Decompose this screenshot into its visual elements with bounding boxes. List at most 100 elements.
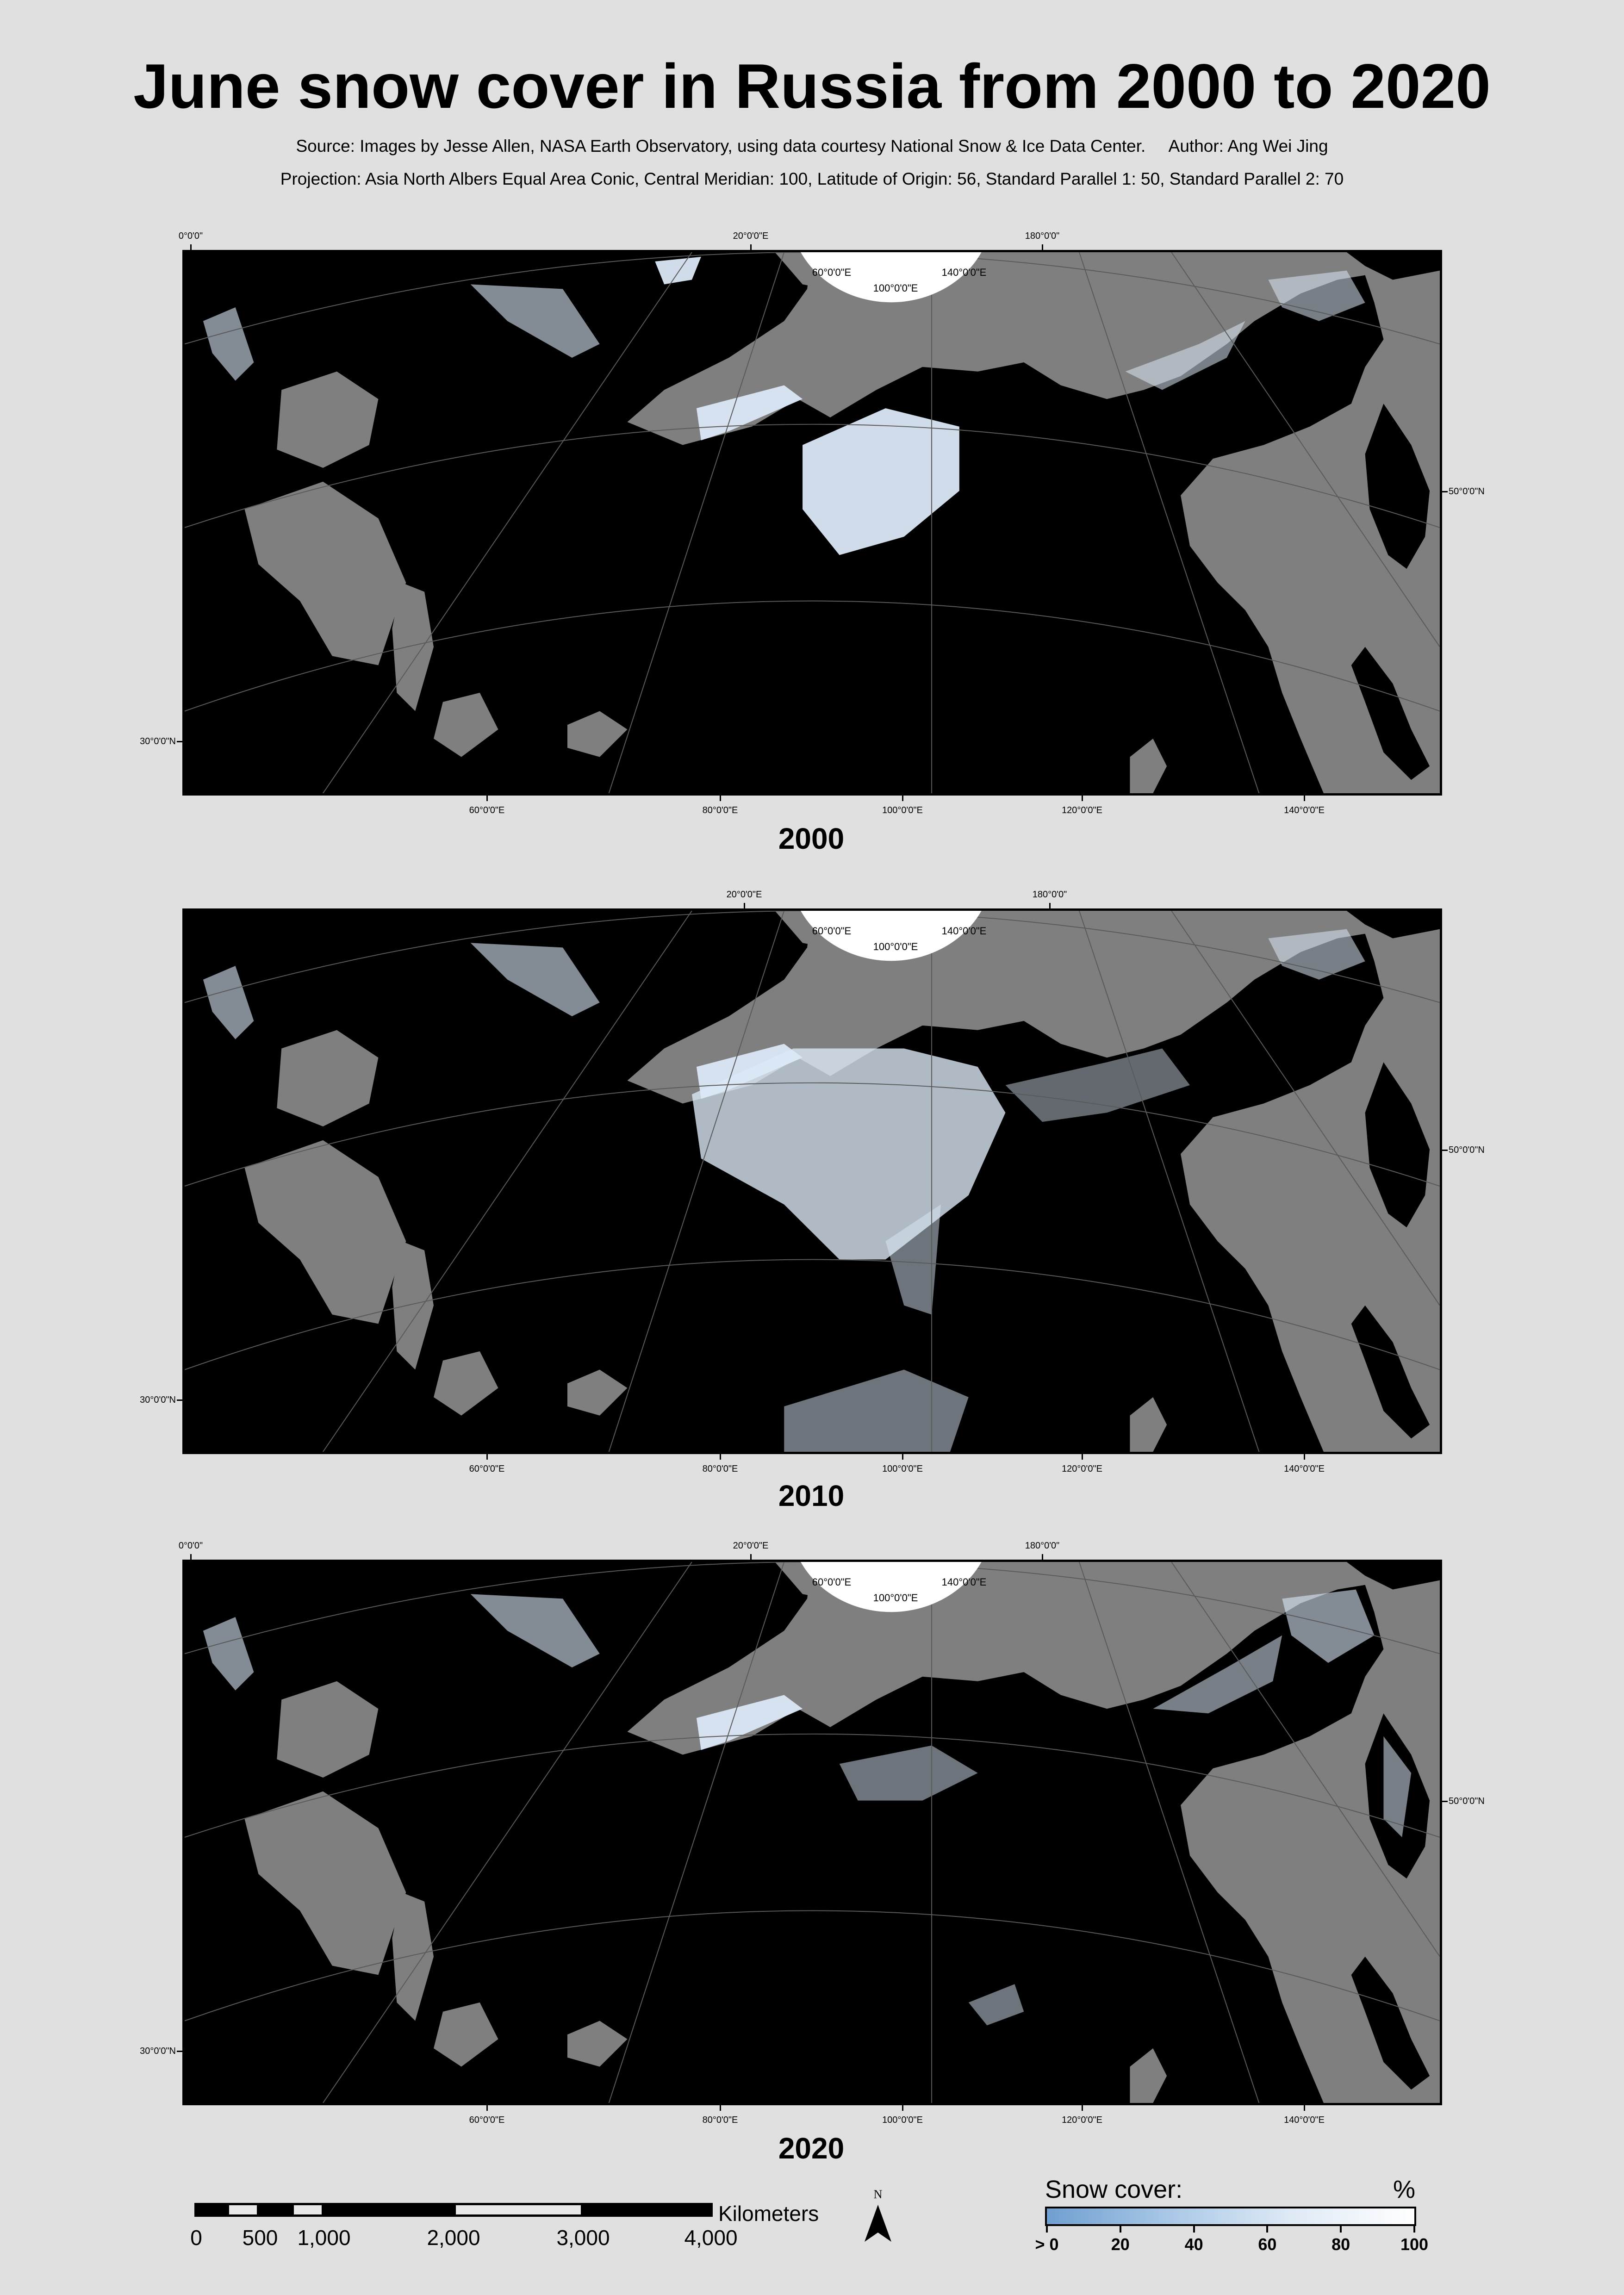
scale-label-500: 500 — [242, 2226, 278, 2250]
graticule-label-left: 30°0'0"N — [140, 1395, 176, 1405]
tick-mark — [1442, 1150, 1448, 1151]
snow-patch — [203, 965, 254, 1039]
snow-patch — [803, 408, 959, 555]
tick-mark — [177, 1399, 182, 1401]
graticule-label-bottom: 100°0'0"E — [882, 1464, 923, 1474]
graticule-line — [323, 911, 692, 1452]
scale-segment — [194, 2203, 227, 2217]
graticule-label-top: 0°0'0" — [178, 1541, 203, 1551]
tick-mark — [902, 796, 903, 801]
scale-segment — [259, 2203, 292, 2217]
tick-mark — [902, 1454, 903, 1460]
source-text: Source: Images by Jesse Allen, NASA Eart… — [296, 137, 1146, 155]
tick-mark — [750, 1554, 752, 1560]
graticule-line — [1171, 252, 1440, 647]
tick-mark — [177, 2051, 182, 2052]
year-label: 2000 — [778, 822, 845, 855]
tick-mark — [1442, 1801, 1448, 1802]
tick-mark — [486, 796, 488, 801]
water-area — [567, 2021, 628, 2067]
graticule-label-bottom: 100°0'0"E — [882, 2115, 923, 2125]
graticule-label-bottom: 140°0'0"E — [1284, 805, 1325, 815]
year-label: 2020 — [778, 2132, 845, 2165]
scale-label-4000: 4,000 — [684, 2226, 738, 2250]
water-area — [567, 711, 628, 757]
graticule-label-top: 20°0'0"E — [726, 889, 762, 900]
tick-mark — [750, 244, 752, 250]
tick-mark — [1042, 1554, 1043, 1560]
tick-mark — [720, 2105, 721, 2111]
tick-mark — [1304, 2105, 1305, 2111]
graticule-label-right: 50°0'0"N — [1449, 486, 1485, 497]
legend-title: Snow cover: — [1045, 2176, 1183, 2203]
graticule-label-bottom: 140°0'0"E — [1284, 1464, 1325, 1474]
water-area — [434, 1351, 498, 1416]
land-area — [185, 1562, 1384, 2103]
scale-label-3000: 3,000 — [556, 2226, 610, 2250]
scale-label-1000: 1,000 — [297, 2226, 351, 2250]
graticule-line — [323, 252, 692, 793]
snow-patch — [1268, 929, 1365, 980]
tick-mark — [902, 2105, 903, 2111]
graticule-line — [1171, 1562, 1440, 1957]
graticule-line — [185, 1082, 1440, 1187]
tick-mark — [190, 244, 192, 250]
land-area — [1351, 647, 1430, 780]
land-area — [1365, 1062, 1430, 1228]
legend-tick-label: 80 — [1332, 2235, 1350, 2254]
scale-segment — [292, 2203, 324, 2217]
snow-patch — [1125, 321, 1245, 390]
scale-label-2000: 2,000 — [427, 2226, 480, 2250]
graticule-label-bottom: 120°0'0"E — [1062, 2115, 1102, 2125]
graticule-line — [185, 600, 1440, 712]
snow-cover-map-2000 — [182, 250, 1442, 796]
graticule-line — [185, 1910, 1440, 2021]
snow-patch — [470, 1594, 600, 1668]
water-area — [1130, 1397, 1167, 1452]
snow-patch — [203, 1617, 254, 1691]
graticule-line — [1171, 911, 1440, 1306]
snow-patch — [1153, 1635, 1282, 1714]
graticule-label-inner: 140°0'0"E — [941, 1576, 987, 1588]
water-area — [244, 481, 406, 665]
legend-tick-label: 60 — [1258, 2235, 1277, 2254]
graticule-label-bottom: 60°0'0"E — [469, 1464, 505, 1474]
legend-tick-label: 100 — [1400, 2235, 1429, 2254]
projection-text: Projection: Asia North Albers Equal Area… — [280, 169, 1344, 188]
tick-mark — [720, 796, 721, 801]
snow-patch — [470, 943, 600, 1017]
legend-tick-label: 40 — [1184, 2235, 1203, 2254]
water-area — [1130, 739, 1167, 793]
snow-patch — [1268, 270, 1365, 321]
year-label: 2010 — [778, 1479, 845, 1512]
land-area — [1346, 1562, 1440, 1590]
tick-mark — [720, 1454, 721, 1460]
legend-tick-mark — [1119, 2226, 1121, 2233]
snow-patch — [968, 1984, 1024, 2026]
snow-patch — [1383, 1736, 1412, 1837]
graticule-label-top: 20°0'0"E — [733, 231, 769, 241]
graticule-label-inner: 60°0'0"E — [812, 925, 852, 937]
graticule-label-bottom: 80°0'0"E — [702, 2115, 738, 2125]
tick-mark — [190, 1554, 192, 1560]
land-area — [1346, 252, 1440, 280]
water-area — [1130, 2048, 1167, 2103]
graticule-label-bottom: 60°0'0"E — [469, 805, 505, 815]
snow-patch — [691, 1048, 1006, 1260]
legend-tick-label: 20 — [1111, 2235, 1130, 2254]
graticule-line — [323, 1562, 692, 2103]
graticule-line — [1078, 1562, 1260, 2103]
tick-mark — [177, 741, 182, 742]
graticule-label-bottom: 140°0'0"E — [1284, 2115, 1325, 2125]
graticule-label-inner: 100°0'0"E — [873, 941, 918, 952]
scale-label-0: 0 — [190, 2226, 202, 2250]
graticule-label-right: 50°0'0"N — [1449, 1145, 1485, 1155]
graticule-line — [185, 423, 1440, 528]
graticule-line — [185, 1733, 1440, 1838]
land-area — [185, 252, 1384, 793]
graticule-line — [185, 1259, 1440, 1370]
graticule-label-left: 30°0'0"N — [140, 736, 176, 746]
water-area — [277, 371, 379, 468]
graticule-line — [608, 252, 785, 793]
source-credit: Source: Images by Jesse Allen, NASA Eart… — [0, 137, 1624, 155]
